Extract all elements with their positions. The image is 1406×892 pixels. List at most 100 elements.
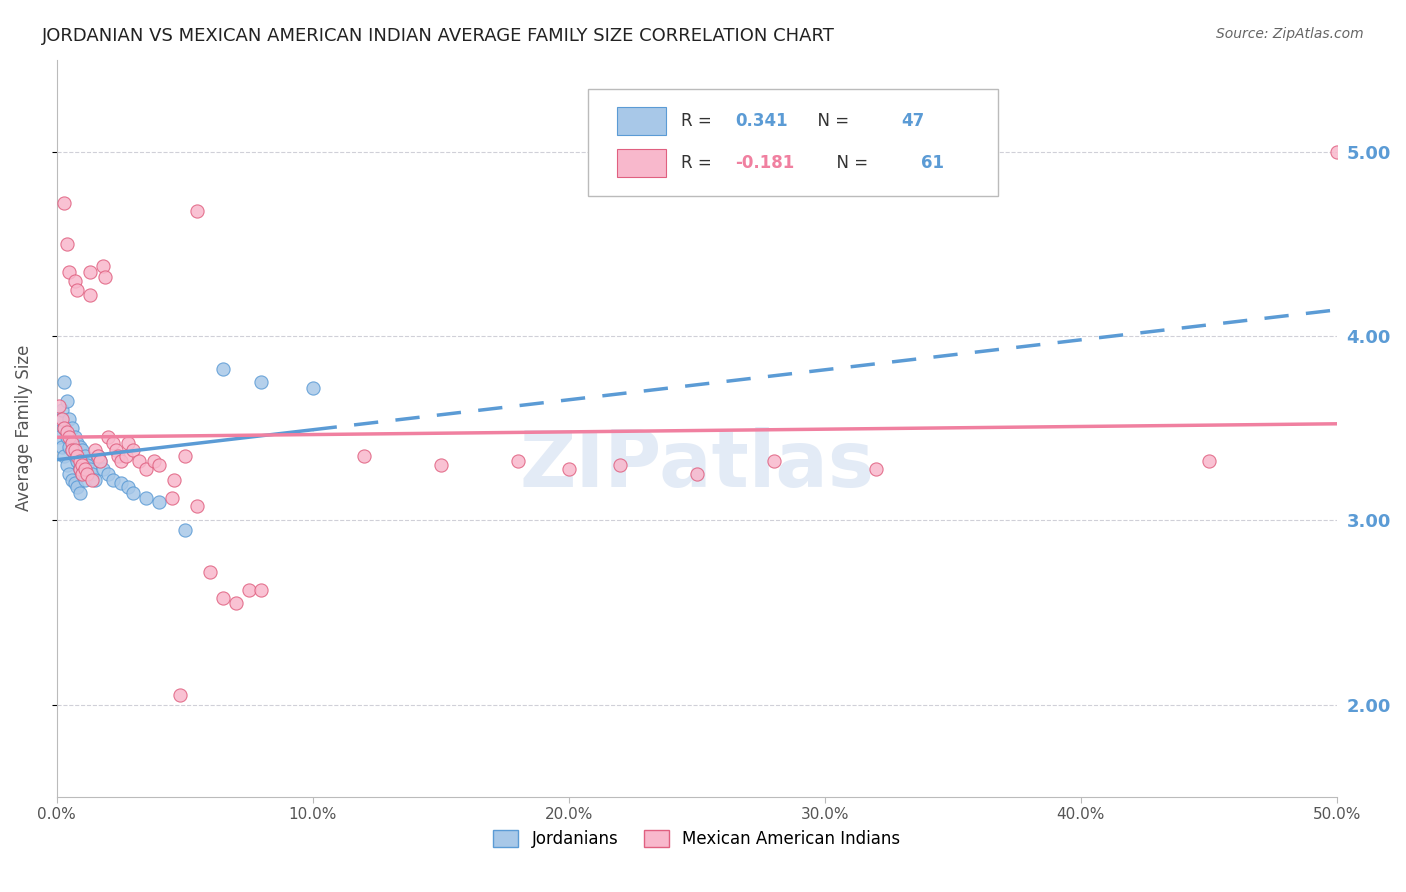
Point (1198, 454, 1220, 468)
Point (53, 421, 76, 435)
Point (56, 236, 79, 251)
Point (48, 412, 70, 426)
Point (56, 430, 79, 444)
Y-axis label: Average Family Size: Average Family Size (15, 345, 32, 511)
Point (69, 440, 91, 454)
Point (353, 449, 375, 463)
Point (148, 495, 170, 509)
Text: -0.181: -0.181 (735, 153, 794, 172)
Text: 61: 61 (921, 153, 943, 172)
Point (186, 499, 208, 513)
Point (60, 436, 83, 450)
Point (86, 449, 108, 463)
Point (97, 430, 120, 444)
Point (114, 449, 136, 463)
Point (56, 458, 79, 472)
Point (89, 454, 111, 468)
Point (865, 461, 887, 475)
Point (558, 461, 581, 475)
Point (66, 283, 89, 297)
Point (66, 449, 89, 463)
Point (70, 467, 93, 482)
Text: JORDANIAN VS MEXICAN AMERICAN INDIAN AVERAGE FAMILY SIZE CORRELATION CHART: JORDANIAN VS MEXICAN AMERICAN INDIAN AVE… (42, 27, 835, 45)
Point (163, 473, 186, 487)
Point (101, 473, 124, 487)
Point (70, 458, 93, 472)
Point (79, 288, 101, 302)
Point (69, 454, 91, 468)
Point (76, 467, 98, 482)
Text: R =: R = (682, 153, 717, 172)
Point (173, 523, 195, 537)
Point (122, 485, 145, 500)
Point (101, 436, 124, 450)
Text: N =: N = (827, 153, 873, 172)
Point (60, 443, 83, 458)
Point (173, 449, 195, 463)
FancyBboxPatch shape (617, 107, 666, 135)
Point (117, 436, 139, 450)
Point (506, 454, 529, 468)
Point (60, 443, 83, 458)
Point (51, 440, 73, 454)
Point (70, 443, 93, 458)
Point (117, 480, 139, 494)
Point (73, 473, 96, 487)
Point (107, 449, 129, 463)
Point (60, 421, 83, 435)
Point (53, 375, 76, 389)
Point (301, 381, 323, 395)
Point (212, 362, 235, 376)
Point (89, 454, 111, 468)
Point (84, 443, 107, 458)
Point (53, 196, 76, 211)
Point (63, 274, 86, 288)
Point (79, 461, 101, 475)
Point (63, 430, 86, 444)
Point (66, 480, 89, 494)
Point (58, 467, 80, 482)
Point (82, 473, 104, 487)
Point (48, 399, 70, 413)
Point (686, 467, 709, 482)
Point (135, 461, 157, 475)
Point (58, 440, 80, 454)
Point (76, 458, 98, 472)
Point (84, 473, 107, 487)
Point (63, 443, 86, 458)
FancyBboxPatch shape (588, 89, 998, 196)
Point (609, 458, 631, 472)
Point (53, 449, 76, 463)
Point (48, 430, 70, 444)
Point (69, 461, 91, 475)
Point (51, 412, 73, 426)
Point (60, 473, 83, 487)
Point (225, 596, 247, 610)
Point (56, 393, 79, 408)
Point (94, 270, 117, 285)
Point (212, 591, 235, 605)
Point (128, 454, 150, 468)
Point (69, 485, 91, 500)
Point (63, 476, 86, 491)
Point (762, 454, 785, 468)
Point (97, 467, 120, 482)
Point (58, 412, 80, 426)
Point (238, 583, 260, 598)
Point (51, 402, 73, 417)
Point (66, 436, 89, 450)
FancyBboxPatch shape (617, 149, 666, 177)
Point (73, 461, 96, 475)
Point (69, 461, 91, 475)
Point (1326, 145, 1348, 159)
Point (58, 264, 80, 278)
Point (91, 461, 114, 475)
Point (79, 264, 101, 278)
Point (186, 203, 208, 218)
Point (104, 443, 127, 458)
Point (122, 443, 145, 458)
Point (70, 467, 93, 482)
Text: ZIPatlas: ZIPatlas (519, 427, 875, 503)
Text: R =: R = (682, 112, 717, 129)
Text: 0.341: 0.341 (735, 112, 787, 129)
